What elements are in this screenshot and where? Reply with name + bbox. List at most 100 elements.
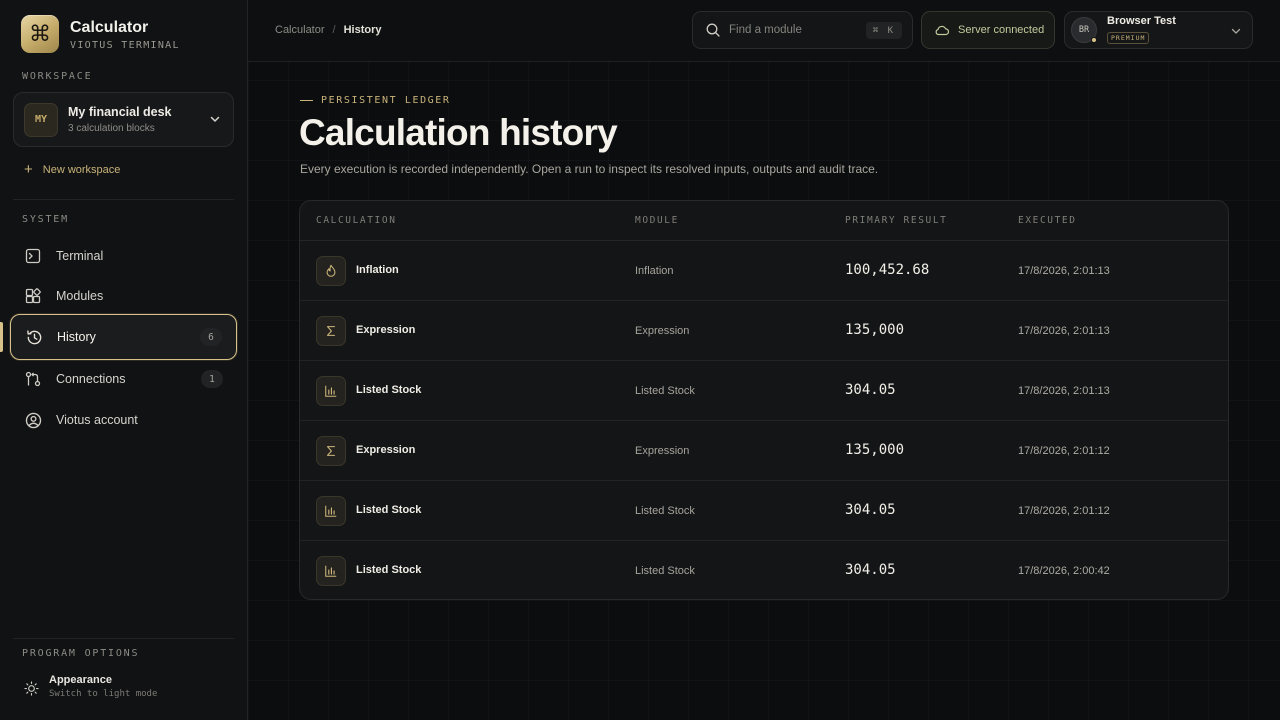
page-title: Calculation history (299, 112, 618, 153)
server-status[interactable]: Server connected (921, 11, 1055, 49)
connections-count-badge: 1 (201, 370, 223, 388)
connections-icon (24, 370, 42, 388)
breadcrumb: Calculator / History (275, 24, 382, 36)
eyebrow-text: PERSISTENT LEDGER (321, 95, 451, 106)
calculation-name: Expression (356, 444, 416, 456)
brand[interactable]: ⌘ Calculator VIOTUS TERMINAL (21, 15, 180, 53)
sidebar-item-label: Modules (56, 289, 104, 303)
appearance-subtitle: Switch to light mode (49, 689, 158, 699)
workspace-avatar: MY (24, 102, 58, 137)
column-header-calculation: CALCULATION (316, 215, 397, 226)
sidebar-item-label: History (57, 330, 96, 344)
sun-icon (24, 681, 39, 696)
avatar: BR (1071, 17, 1097, 43)
calculation-name: Expression (356, 324, 416, 336)
executed-at: 17/8/2026, 2:01:13 (1018, 325, 1110, 337)
bar-chart-icon (316, 376, 346, 406)
workspace-switcher[interactable]: MY My financial desk 3 calculation block… (13, 92, 234, 147)
primary-result: 100,452.68 (845, 262, 930, 278)
bar-chart-icon (316, 496, 346, 526)
primary-result: 135,000 (845, 322, 905, 338)
calculation-name: Listed Stock (356, 384, 422, 396)
eyebrow-line (300, 100, 313, 101)
user-name: Browser Test (1107, 15, 1176, 27)
workspace-section-label: WORKSPACE (22, 71, 93, 82)
divider (13, 199, 234, 200)
workspace-count: 3 calculation blocks (68, 123, 155, 134)
module-name: Listed Stock (635, 385, 695, 397)
history-count-badge: 6 (200, 328, 222, 346)
cloud-icon (935, 25, 950, 36)
breadcrumb-separator: / (332, 24, 336, 36)
flame-icon (316, 256, 346, 286)
table-header: CALCULATION MODULE PRIMARY RESULT EXECUT… (300, 201, 1228, 241)
plus-icon: + (24, 161, 33, 178)
user-menu[interactable]: BR Browser Test PREMIUM (1064, 11, 1253, 49)
module-name: Listed Stock (635, 565, 695, 577)
primary-result: 304.05 (845, 502, 896, 518)
history-icon (25, 328, 43, 346)
system-section-label: SYSTEM (22, 214, 69, 225)
new-workspace-button[interactable]: + New workspace (24, 161, 121, 178)
module-name: Listed Stock (635, 505, 695, 517)
executed-at: 17/8/2026, 2:00:42 (1018, 565, 1110, 577)
premium-badge: PREMIUM (1107, 32, 1150, 44)
column-header-result: PRIMARY RESULT (845, 215, 948, 226)
keyboard-shortcut: ⌘ K (865, 22, 902, 39)
column-header-executed: EXECUTED (1018, 215, 1077, 226)
module-name: Expression (635, 325, 690, 337)
new-workspace-label: New workspace (42, 164, 121, 176)
module-name: Inflation (635, 265, 674, 277)
main-content: Calculator / History Find a module ⌘ K S… (248, 0, 1280, 720)
table-row[interactable]: Inflation Inflation 100,452.68 17/8/2026… (300, 241, 1228, 301)
server-status-label: Server connected (958, 24, 1045, 36)
page-description: Every execution is recorded independentl… (300, 162, 879, 176)
column-header-module: MODULE (635, 215, 679, 226)
divider (13, 638, 234, 639)
table-row[interactable]: Listed Stock Listed Stock 304.05 17/8/20… (300, 541, 1228, 599)
appearance-title: Appearance (49, 674, 112, 686)
status-dot (1091, 37, 1097, 43)
table-row[interactable]: Expression Expression 135,000 17/8/2026,… (300, 421, 1228, 481)
history-table: CALCULATION MODULE PRIMARY RESULT EXECUT… (299, 200, 1229, 600)
search-placeholder: Find a module (729, 24, 802, 36)
page-eyebrow: PERSISTENT LEDGER (300, 95, 451, 106)
module-name: Expression (635, 445, 690, 457)
search-input[interactable]: Find a module ⌘ K (692, 11, 913, 49)
sigma-icon (316, 436, 346, 466)
executed-at: 17/8/2026, 2:01:12 (1018, 445, 1110, 457)
primary-result: 135,000 (845, 442, 905, 458)
app-subtitle: VIOTUS TERMINAL (70, 39, 180, 51)
sidebar-item-history[interactable]: History 6 (10, 314, 237, 360)
sigma-icon (316, 316, 346, 346)
modules-icon (24, 287, 42, 305)
executed-at: 17/8/2026, 2:01:12 (1018, 505, 1110, 517)
sidebar-item-terminal[interactable]: Terminal (10, 235, 237, 277)
breadcrumb-root[interactable]: Calculator (275, 24, 325, 36)
breadcrumb-current: History (343, 24, 382, 36)
chevron-down-icon (210, 116, 220, 122)
avatar-initials: BR (1078, 25, 1090, 35)
appearance-toggle[interactable]: Appearance Switch to light mode (24, 674, 157, 699)
search-icon (706, 23, 720, 37)
table-row[interactable]: Expression Expression 135,000 17/8/2026,… (300, 301, 1228, 361)
bar-chart-icon (316, 556, 346, 586)
workspace-name: My financial desk (68, 105, 172, 119)
table-row[interactable]: Listed Stock Listed Stock 304.05 17/8/20… (300, 361, 1228, 421)
sidebar-item-connections[interactable]: Connections 1 (10, 358, 237, 400)
calculation-name: Inflation (356, 264, 399, 276)
calculation-name: Listed Stock (356, 504, 422, 516)
app-title: Calculator (70, 18, 149, 36)
executed-at: 17/8/2026, 2:01:13 (1018, 265, 1110, 277)
executed-at: 17/8/2026, 2:01:13 (1018, 385, 1110, 397)
sidebar-item-modules[interactable]: Modules (10, 275, 237, 317)
primary-result: 304.05 (845, 562, 896, 578)
primary-result: 304.05 (845, 382, 896, 398)
terminal-icon (24, 247, 42, 265)
table-row[interactable]: Listed Stock Listed Stock 304.05 17/8/20… (300, 481, 1228, 541)
sidebar-item-account[interactable]: Viotus account (10, 399, 237, 441)
sidebar-item-label: Connections (56, 372, 126, 386)
top-bar: Calculator / History Find a module ⌘ K S… (248, 0, 1280, 62)
calculation-name: Listed Stock (356, 564, 422, 576)
sidebar: ⌘ Calculator VIOTUS TERMINAL WORKSPACE M… (0, 0, 248, 720)
